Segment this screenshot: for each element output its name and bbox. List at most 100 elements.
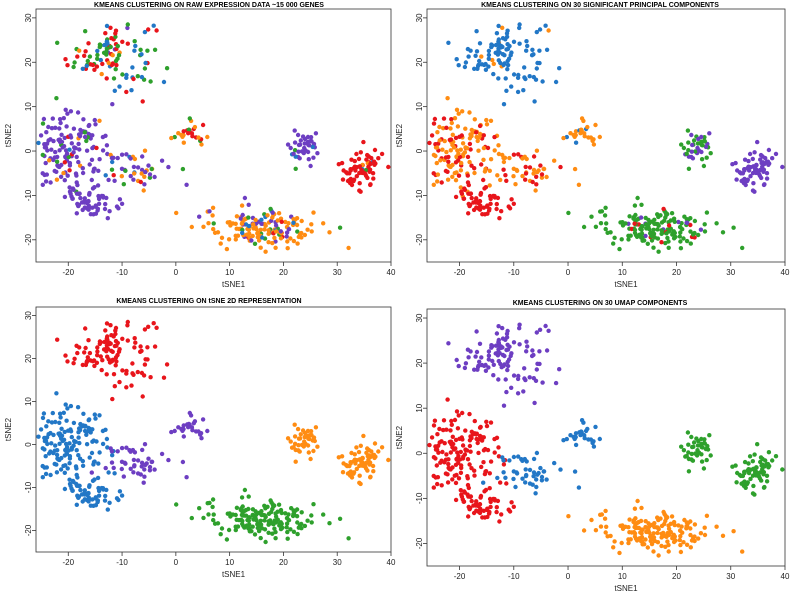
data-point-blue <box>475 63 481 69</box>
data-point-red <box>99 367 104 373</box>
data-point-purple <box>179 426 184 432</box>
data-point-blue <box>65 406 70 411</box>
data-point-blue <box>523 473 529 479</box>
data-point-orange <box>292 441 298 446</box>
data-point-red <box>143 357 148 362</box>
data-point-red <box>468 449 473 454</box>
data-point-red <box>494 201 499 207</box>
data-point-orange <box>627 517 632 522</box>
data-point-green <box>211 221 216 226</box>
data-point-green <box>239 495 245 500</box>
data-point-purple <box>159 158 165 163</box>
data-point-orange <box>513 182 518 187</box>
data-point-purple <box>117 197 123 202</box>
data-point-orange <box>591 142 597 147</box>
data-point-purple <box>313 131 319 136</box>
data-point-orange <box>302 430 308 436</box>
data-point-purple <box>142 474 147 479</box>
data-point-red <box>501 167 506 172</box>
data-point-blue <box>259 235 265 240</box>
data-point-orange <box>684 520 689 525</box>
data-point-red <box>466 514 471 519</box>
data-point-blue <box>588 437 594 442</box>
data-point-green <box>273 514 279 519</box>
data-point-red <box>358 150 363 155</box>
data-point-purple <box>187 410 192 416</box>
data-point-orange <box>704 513 710 518</box>
data-point-red <box>124 385 129 390</box>
data-point-orange <box>210 213 215 218</box>
data-point-orange <box>358 443 363 448</box>
data-point-red <box>357 164 362 169</box>
data-point-orange <box>672 522 677 528</box>
data-point-purple <box>760 164 765 169</box>
data-point-orange <box>270 215 275 220</box>
data-point-purple <box>116 206 121 211</box>
data-point-purple <box>86 123 91 129</box>
data-point-green <box>685 128 691 133</box>
data-point-red <box>474 130 479 135</box>
data-point-green <box>753 470 758 475</box>
data-point-orange <box>604 524 609 529</box>
data-point-blue <box>92 477 97 482</box>
data-point-purple <box>71 126 77 131</box>
data-point-red <box>450 434 455 439</box>
x-tick-label: -10 <box>116 268 128 277</box>
data-point-red <box>487 206 492 211</box>
data-point-orange <box>278 236 284 241</box>
data-point-red <box>130 361 135 366</box>
data-point-orange <box>354 466 359 472</box>
data-point-orange <box>659 531 664 536</box>
data-point-orange <box>192 124 198 130</box>
data-point-blue <box>75 405 81 410</box>
data-point-orange <box>635 520 640 525</box>
data-point-orange <box>637 536 642 541</box>
data-point-green <box>174 502 179 507</box>
data-point-blue <box>80 66 86 72</box>
data-point-red <box>481 460 486 465</box>
data-point-blue <box>95 475 101 481</box>
data-point-orange <box>456 151 461 156</box>
data-point-purple <box>249 238 254 243</box>
data-point-orange <box>571 132 576 138</box>
data-point-blue <box>57 420 62 425</box>
data-point-purple <box>531 352 536 358</box>
data-point-red <box>538 163 543 168</box>
data-point-orange <box>276 211 282 216</box>
data-point-green <box>292 148 298 153</box>
data-point-blue <box>69 434 75 440</box>
data-point-blue <box>534 66 539 71</box>
data-point-purple <box>140 447 145 453</box>
data-point-red <box>487 509 492 515</box>
data-point-orange <box>655 525 660 530</box>
data-point-green <box>115 43 121 49</box>
data-point-purple <box>517 322 522 327</box>
data-point-blue <box>41 411 47 416</box>
data-point-green <box>623 221 628 226</box>
data-point-orange <box>475 138 480 144</box>
data-point-orange <box>349 475 355 480</box>
data-point-green <box>284 521 290 526</box>
data-point-blue <box>139 74 145 80</box>
data-point-red <box>138 344 143 349</box>
data-point-orange <box>142 174 147 179</box>
data-point-red <box>339 160 345 166</box>
data-point-blue <box>98 57 104 63</box>
data-point-orange <box>297 449 302 454</box>
data-point-orange <box>482 169 488 174</box>
data-point-orange <box>339 454 345 459</box>
data-point-red <box>457 457 463 462</box>
data-point-red <box>472 166 477 171</box>
data-point-green <box>702 440 707 446</box>
plot-frame <box>35 8 392 263</box>
data-point-purple <box>100 193 106 199</box>
data-point-purple <box>755 139 760 145</box>
data-point-orange <box>449 120 454 126</box>
data-point-purple <box>97 157 102 162</box>
data-point-red <box>483 487 489 493</box>
data-point-red <box>75 54 80 59</box>
data-point-orange <box>472 117 477 122</box>
data-point-purple <box>143 169 148 175</box>
data-point-red <box>94 145 99 151</box>
data-point-purple <box>463 361 469 366</box>
